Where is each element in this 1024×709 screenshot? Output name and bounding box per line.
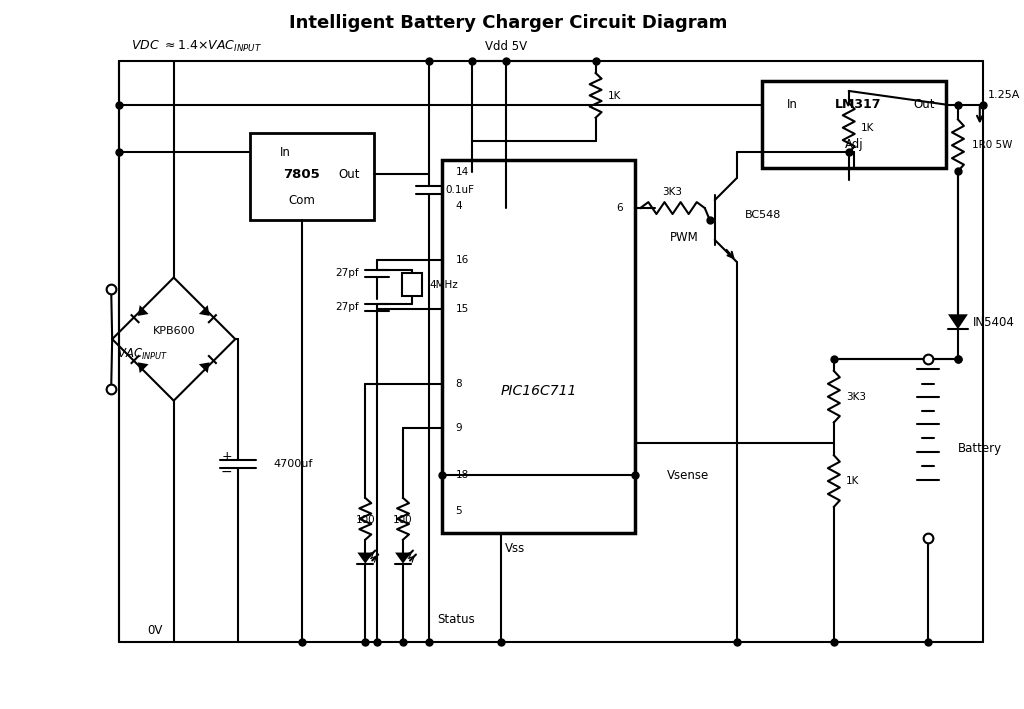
Polygon shape (357, 552, 374, 564)
Text: $\mathit{VAC}_{\mathit{INPUT}}$: $\mathit{VAC}_{\mathit{INPUT}}$ (117, 347, 169, 362)
Text: BC548: BC548 (744, 210, 781, 220)
Text: 14: 14 (456, 167, 469, 177)
Text: IN5404: IN5404 (973, 316, 1015, 329)
Text: 6: 6 (615, 203, 623, 213)
Text: In: In (280, 146, 291, 159)
Text: 15: 15 (456, 304, 469, 314)
Text: PWM: PWM (670, 231, 698, 245)
Text: Out: Out (913, 98, 935, 111)
Text: 100: 100 (355, 515, 375, 525)
Text: +: + (221, 450, 232, 463)
Text: 4: 4 (456, 201, 462, 211)
Text: In: In (786, 98, 798, 111)
Text: −: − (220, 465, 232, 479)
Text: 0.1uF: 0.1uF (445, 185, 475, 195)
Text: 1.25A: 1.25A (988, 89, 1020, 100)
Text: 1K: 1K (607, 91, 621, 101)
Text: 3K3: 3K3 (846, 391, 865, 402)
Text: Vss: Vss (505, 542, 525, 555)
Text: 1K: 1K (846, 476, 859, 486)
Text: 4MHz: 4MHz (430, 279, 459, 289)
Text: 4700uf: 4700uf (273, 459, 312, 469)
Text: 27pf: 27pf (336, 302, 359, 313)
Polygon shape (138, 305, 148, 316)
Text: 1R0 5W: 1R0 5W (972, 140, 1012, 150)
Text: 18: 18 (456, 470, 469, 480)
Polygon shape (199, 305, 210, 316)
Text: Battery: Battery (957, 442, 1002, 454)
Text: PIC16C711: PIC16C711 (501, 384, 577, 398)
Text: 3K3: 3K3 (663, 187, 683, 197)
Bar (402, 272, 422, 296)
Text: 27pf: 27pf (336, 267, 359, 278)
Text: 0V: 0V (146, 625, 162, 637)
Text: Vdd 5V: Vdd 5V (485, 40, 527, 52)
Text: 100: 100 (393, 515, 413, 525)
Text: $\mathit{VDC}\ \approx 1.4{\times}\mathit{VAC}_{\mathit{INPUT}}$: $\mathit{VDC}\ \approx 1.4{\times}\mathi… (131, 39, 262, 54)
Polygon shape (199, 362, 210, 373)
Text: Intelligent Battery Charger Circuit Diagram: Intelligent Battery Charger Circuit Diag… (289, 14, 727, 33)
Text: 5: 5 (456, 506, 462, 516)
Bar (763, 81, 946, 168)
Polygon shape (948, 314, 968, 329)
Bar (441, 160, 635, 532)
Text: Out: Out (339, 168, 360, 181)
Text: Vsense: Vsense (667, 469, 710, 481)
Text: 1K: 1K (860, 123, 874, 133)
Text: KPB600: KPB600 (153, 326, 195, 336)
Text: 8: 8 (456, 379, 462, 389)
Polygon shape (395, 552, 411, 564)
Text: LM317: LM317 (835, 98, 881, 111)
Text: 9: 9 (456, 423, 462, 433)
Text: Com: Com (289, 194, 315, 206)
Bar (250, 133, 374, 220)
Text: 16: 16 (456, 255, 469, 264)
Text: Status: Status (437, 613, 474, 625)
Text: Adj: Adj (845, 138, 863, 151)
Text: 7805: 7805 (284, 168, 321, 181)
Polygon shape (138, 362, 148, 373)
